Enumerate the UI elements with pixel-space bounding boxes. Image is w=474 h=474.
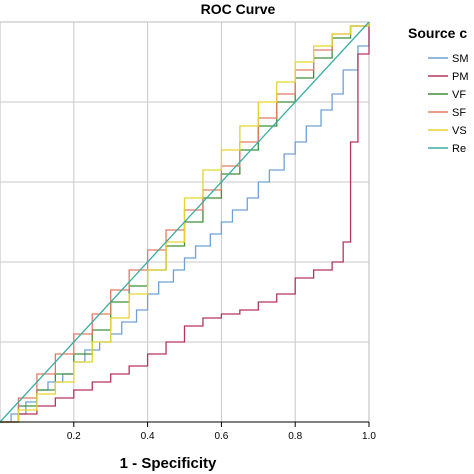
x-axis-label: 1 - Specificity: [120, 455, 217, 472]
series-lines: [0, 21, 370, 423]
legend-title: Source c: [408, 25, 467, 41]
legend-label-sf: SF: [452, 107, 466, 119]
legend-label-vs: VS: [452, 125, 467, 137]
x-tick-label: 0.4: [141, 431, 155, 442]
legend-label-re: Re: [452, 143, 466, 155]
series-line-re: [0, 21, 370, 423]
series-line-vs: [0, 22, 370, 423]
x-tick-label: 0.8: [288, 431, 302, 442]
legend-label-pm: PM: [452, 71, 469, 83]
legend: SM PM VF SF VS Re: [428, 53, 469, 155]
legend-label-vf: VF: [452, 89, 466, 101]
x-tick-label: 0.6: [214, 431, 228, 442]
legend-label-sm: SM: [452, 53, 469, 65]
x-tick-label: 0.2: [67, 431, 81, 442]
chart-title: ROC Curve: [201, 1, 276, 17]
series-line-pm: [0, 22, 370, 423]
x-axis-ticks: 0.2 0.4 0.6 0.8 1.0: [67, 422, 376, 442]
x-tick-label: 1.0: [362, 431, 376, 442]
